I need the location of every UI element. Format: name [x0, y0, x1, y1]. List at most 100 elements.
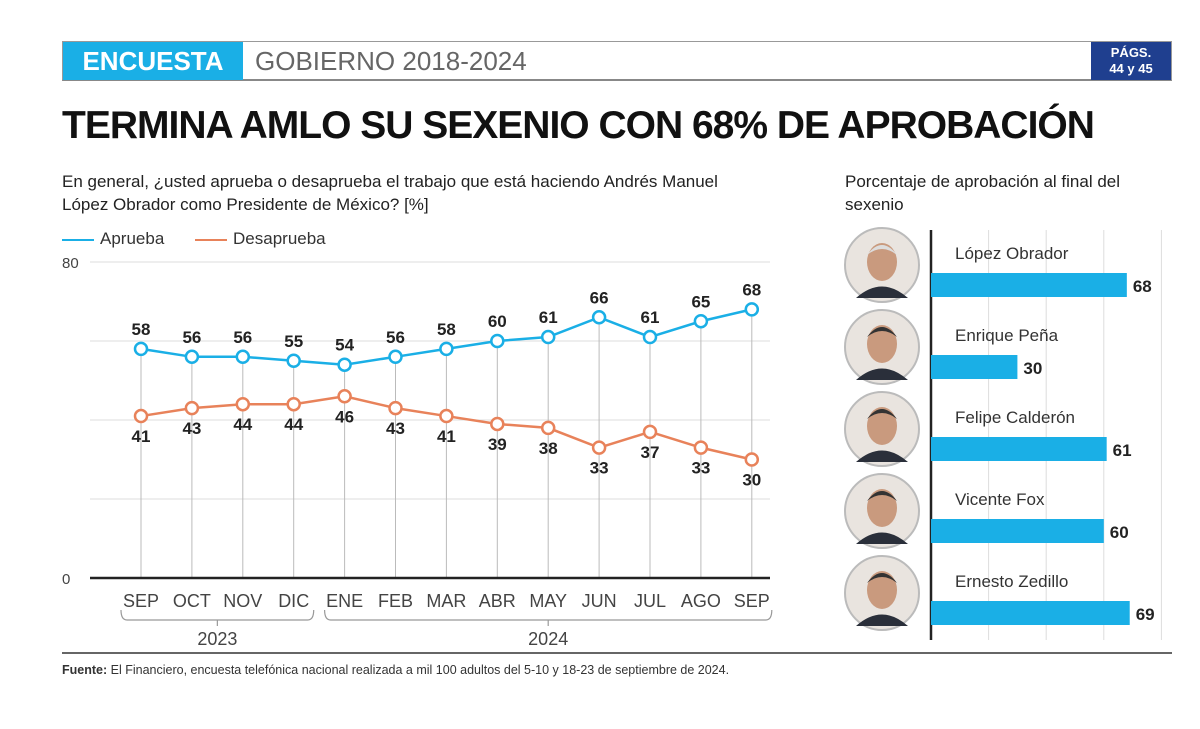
data-point — [693, 440, 709, 455]
data-point — [540, 329, 556, 345]
portrait-face — [867, 489, 897, 527]
bar-category-label: Enrique Peña — [955, 326, 1059, 345]
data-point — [133, 408, 149, 424]
x-tick-label: SEP — [734, 591, 770, 611]
portrait-suit — [856, 450, 908, 462]
data-point — [693, 314, 709, 329]
data-point — [540, 420, 556, 436]
data-label: 55 — [284, 332, 303, 351]
data-label: 41 — [132, 427, 151, 446]
data-label: 33 — [590, 459, 609, 478]
bar-value-label: 60 — [1110, 523, 1129, 542]
x-tick-label: JUL — [634, 591, 666, 611]
year-bracket — [120, 609, 315, 626]
data-label: 30 — [742, 471, 761, 490]
bar — [931, 601, 1130, 625]
portrait-suit — [856, 286, 908, 298]
bar-chart-title: Porcentaje de aprobación al final del se… — [845, 172, 1121, 214]
data-label: 54 — [335, 336, 354, 355]
year-label: 2024 — [528, 629, 568, 649]
x-tick-label: AGO — [681, 591, 721, 611]
data-point — [235, 396, 251, 412]
data-label: 41 — [437, 427, 456, 446]
data-point — [744, 302, 760, 317]
x-tick-label: MAY — [529, 591, 567, 611]
bar-value-label: 68 — [1133, 277, 1152, 296]
bar — [931, 519, 1104, 543]
data-label: 43 — [386, 419, 405, 438]
data-label: 58 — [132, 320, 151, 339]
data-label: 61 — [641, 308, 660, 327]
section-header: ENCUESTA GOBIERNO 2018-2024 PÁGS. 44 y 4… — [62, 41, 1172, 81]
data-point — [591, 440, 607, 455]
data-label: 66 — [590, 288, 609, 307]
data-label: 68 — [742, 280, 761, 299]
data-point — [439, 341, 454, 357]
portrait-photo — [844, 227, 920, 303]
portrait-face — [867, 243, 897, 281]
bar — [931, 437, 1107, 461]
portrait-photo — [844, 391, 920, 467]
portrait-hair — [867, 573, 897, 583]
data-label: 43 — [182, 419, 201, 438]
x-tick-label: FEB — [378, 591, 413, 611]
section-label: ENCUESTA — [63, 42, 243, 80]
year-bracket — [324, 609, 773, 626]
data-label: 37 — [641, 443, 660, 462]
bar-category-label: Vicente Fox — [955, 490, 1045, 509]
bar — [931, 273, 1127, 297]
bar-value-label: 61 — [1113, 441, 1132, 460]
line-chart-title: En general, ¿usted aprueba o desaprueba … — [62, 172, 718, 214]
source-label: Fuente: — [62, 663, 108, 677]
portrait-photo — [844, 555, 920, 631]
y-tick-label: 0 — [62, 571, 70, 588]
data-point — [286, 396, 301, 412]
data-label: 56 — [182, 328, 201, 347]
bar-category-label: Ernesto Zedillo — [955, 572, 1069, 591]
year-label: 2023 — [197, 629, 237, 649]
section-subtitle: GOBIERNO 2018-2024 — [255, 46, 527, 76]
headline: TERMINA AMLO SU SEXENIO CON 68% DE APROB… — [62, 104, 1095, 147]
footer-rule — [62, 652, 1172, 654]
data-point — [591, 310, 607, 325]
bar-value-label: 69 — [1136, 605, 1155, 624]
data-label: 44 — [233, 415, 252, 434]
data-point — [388, 349, 403, 365]
portrait-hair — [867, 327, 897, 337]
x-tick-label: MAR — [426, 591, 466, 611]
data-label: 58 — [437, 320, 456, 339]
data-point — [286, 353, 301, 368]
portrait-hair — [867, 245, 897, 255]
data-point — [388, 400, 403, 416]
legend: Aprueba Desaprueba — [62, 229, 326, 249]
data-label: 39 — [488, 435, 507, 454]
portrait-hair — [867, 491, 897, 501]
x-tick-label: NOV — [223, 591, 262, 611]
portrait-face — [867, 407, 897, 445]
data-label: 44 — [284, 415, 303, 434]
data-label: 46 — [335, 407, 354, 426]
x-tick-label: SEP — [123, 591, 159, 611]
bar — [931, 355, 1018, 379]
legend-swatch-aprueba — [62, 238, 94, 241]
data-point — [133, 341, 149, 357]
data-label: 33 — [691, 459, 710, 478]
x-tick-label: ABR — [479, 591, 516, 611]
portrait-face — [867, 571, 897, 609]
data-point — [744, 452, 760, 467]
portrait-suit — [856, 614, 908, 626]
data-point — [184, 349, 200, 365]
portrait-suit — [856, 532, 908, 544]
data-point — [490, 333, 505, 349]
portrait-hair — [867, 409, 897, 419]
data-label: 56 — [386, 328, 405, 347]
x-tick-label: ENE — [326, 591, 363, 611]
portrait-photo — [844, 473, 920, 549]
pages-numbers: 44 y 45 — [1109, 61, 1153, 76]
data-label: 60 — [488, 312, 507, 331]
data-label: 56 — [233, 328, 252, 347]
legend-desaprueba: Desaprueba — [233, 229, 326, 248]
